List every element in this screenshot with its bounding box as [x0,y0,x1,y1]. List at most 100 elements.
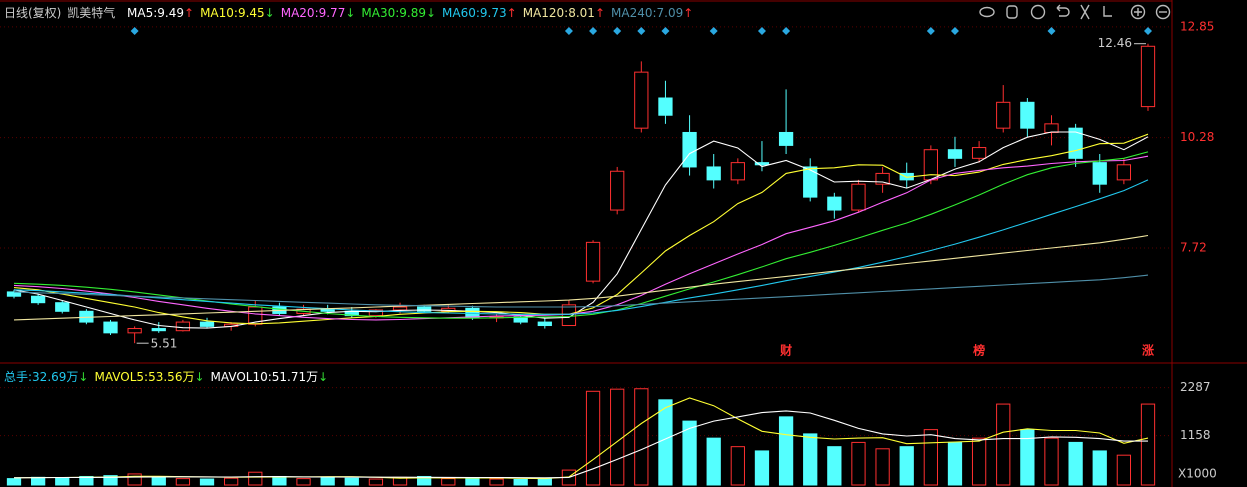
candle-body [658,97,673,116]
candle-body [151,328,166,332]
event-marker [757,27,766,35]
ma-line [13,179,1149,315]
ma-trend: ↑ [506,6,517,20]
stock-name: 凯美特气 [67,6,116,20]
event-label: 财 [779,343,792,358]
event-marker [613,27,622,35]
y-tick-label: 10.28 [1180,130,1214,144]
candle-body [754,162,770,166]
volume-bar [296,478,311,486]
volume-unit-label: X1000 [1178,467,1217,481]
vol-value: 32.69 [32,370,67,384]
ma-trend: ↑ [184,6,195,20]
undo-icon[interactable] [1056,4,1070,17]
candle-body [803,166,818,198]
candle-body [127,328,142,334]
ma-line [13,151,1149,319]
candle-body [30,295,46,304]
zoom-out-icon[interactable] [1155,4,1171,20]
ma-trend: ↓ [345,6,356,20]
event-label: 涨 [1142,343,1154,358]
volume-bar [851,441,866,486]
volume-bar [1020,429,1035,486]
volume-bar [344,477,359,486]
ma-line [13,234,1149,321]
candle-body [682,131,697,168]
candle-body [730,162,745,181]
candle-body [1020,101,1035,129]
candle-body [1044,123,1059,133]
volume-header: 总手:32.69万↓ MAVOL5:53.56万↓ MAVOL10:51.71万↓ [4,368,328,385]
ma-line [13,274,1149,308]
candle-body [971,147,987,159]
volume-bar [778,416,794,486]
hand-icon[interactable] [1006,5,1018,19]
vol-unit: 万 [66,370,79,384]
candle-body [851,183,866,211]
volume-bar [224,477,239,486]
volume-bar [996,403,1011,486]
event-marker [709,27,718,35]
volume-bar [272,475,287,486]
y-tick-label: 2287 [1180,380,1211,394]
candle-body [1116,164,1132,181]
volume-bar [1140,403,1156,486]
ma-name: MA120: [522,6,569,20]
zoom-in-plus[interactable] [1134,8,1142,16]
toolbar[interactable] [979,4,1171,20]
ma-name: MA10: [200,6,238,20]
event-marker [782,27,791,35]
ma-value: 9.77 [318,6,346,20]
cut-icon[interactable] [1080,4,1090,20]
volume-bar [441,478,456,486]
ma-name: MA240: [611,6,657,20]
ma-line [13,155,1149,321]
ma-name: MA5: [127,6,158,20]
ma-name: MA30: [361,6,400,20]
ma-trend: ↑ [683,6,694,20]
volume-bar [55,477,70,486]
volume-bar [513,478,528,486]
event-marker [1144,27,1152,35]
vol-trend: ↓ [318,370,329,384]
volume-bar [417,475,432,486]
eye-icon[interactable] [979,6,995,18]
ma-value: 7.09 [656,6,684,20]
volume-bar [320,477,335,486]
volume-bar [899,446,914,486]
candle-body [610,170,625,211]
vol-trend: ↓ [78,370,89,384]
volume-bar [803,433,818,486]
volume-bar [489,478,504,486]
vol-trend: ↓ [194,370,205,384]
draw-icon[interactable] [1103,6,1112,17]
candle-body [561,304,577,327]
volume-bar [199,478,215,486]
ma-name: MA20: [280,6,319,20]
vol-ma-line [13,410,1148,479]
event-marker [661,27,670,35]
volume-bar [537,477,552,486]
volume-bar [6,478,22,486]
zoom-in-icon[interactable] [1130,4,1146,20]
candle-body [947,149,963,159]
ma-value: 9.49 [157,6,185,20]
ma-line [13,131,1149,329]
volume-bar [1116,454,1132,486]
candle-body [634,71,649,129]
candle-body [706,166,721,181]
volume-bar [1068,441,1083,486]
ma-value: 9.45 [237,6,265,20]
play-icon[interactable] [1030,4,1046,20]
candle-body [875,172,890,185]
volume-bar [1044,437,1059,486]
candle-body [996,101,1011,129]
ma-value: 9.73 [479,6,507,20]
ma-value: 9.89 [399,6,426,20]
candle-body [368,309,384,317]
volume-bar [175,478,191,486]
volume-bar [465,477,480,486]
volume-bar [875,448,890,486]
